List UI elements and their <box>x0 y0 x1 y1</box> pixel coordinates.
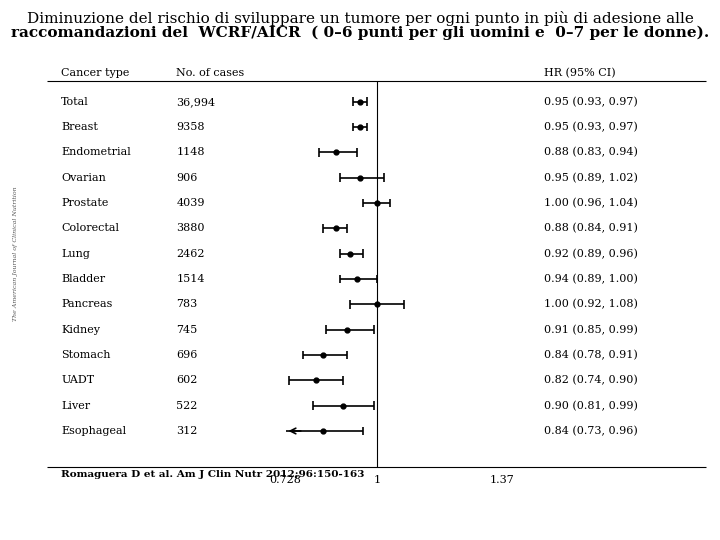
Text: Romaguera D et al. Am J Clin Nutr 2012;96:150-163: Romaguera D et al. Am J Clin Nutr 2012;9… <box>61 470 364 479</box>
Text: raccomandazioni del  WCRF/AICR  ( 0–6 punti per gli uomini e  0–7 per le donne).: raccomandazioni del WCRF/AICR ( 0–6 punt… <box>11 25 709 40</box>
Text: 522: 522 <box>176 401 198 410</box>
Text: 0.88 (0.83, 0.94): 0.88 (0.83, 0.94) <box>544 147 637 158</box>
Text: 0.95 (0.93, 0.97): 0.95 (0.93, 0.97) <box>544 122 637 132</box>
Text: No. of cases: No. of cases <box>176 68 245 78</box>
Text: 3880: 3880 <box>176 224 205 233</box>
Text: The American Journal of Clinical Nutrition: The American Journal of Clinical Nutriti… <box>14 186 18 321</box>
Text: 602: 602 <box>176 375 198 386</box>
Text: Bladder: Bladder <box>61 274 105 284</box>
Text: Pancreas: Pancreas <box>61 299 112 309</box>
Text: Esophageal: Esophageal <box>61 426 126 436</box>
Text: 312: 312 <box>176 426 198 436</box>
Text: Breast: Breast <box>61 122 98 132</box>
Text: 0.82 (0.74, 0.90): 0.82 (0.74, 0.90) <box>544 375 637 386</box>
Text: 745: 745 <box>176 325 198 335</box>
Text: 783: 783 <box>176 299 198 309</box>
Text: Cancer type: Cancer type <box>61 68 130 78</box>
Text: 0.728: 0.728 <box>269 475 301 485</box>
Text: 0.95 (0.93, 0.97): 0.95 (0.93, 0.97) <box>544 97 637 107</box>
Text: Stomach: Stomach <box>61 350 111 360</box>
Text: 696: 696 <box>176 350 198 360</box>
Text: 0.95 (0.89, 1.02): 0.95 (0.89, 1.02) <box>544 173 637 183</box>
Text: HR (95% CI): HR (95% CI) <box>544 68 615 78</box>
Text: 0.90 (0.81, 0.99): 0.90 (0.81, 0.99) <box>544 401 637 411</box>
Text: 0.84 (0.73, 0.96): 0.84 (0.73, 0.96) <box>544 426 637 436</box>
Text: 0.92 (0.89, 0.96): 0.92 (0.89, 0.96) <box>544 248 637 259</box>
Text: 0.91 (0.85, 0.99): 0.91 (0.85, 0.99) <box>544 325 637 335</box>
Text: 2462: 2462 <box>176 249 205 259</box>
Text: 1.00 (0.96, 1.04): 1.00 (0.96, 1.04) <box>544 198 637 208</box>
Text: Diminuzione del rischio di sviluppare un tumore per ogni punto in più di adesion: Diminuzione del rischio di sviluppare un… <box>27 11 693 26</box>
Text: 1: 1 <box>374 475 381 485</box>
Text: Liver: Liver <box>61 401 90 410</box>
Text: 1148: 1148 <box>176 147 205 158</box>
Text: Kidney: Kidney <box>61 325 100 335</box>
Text: Total: Total <box>61 97 89 107</box>
Text: Lung: Lung <box>61 249 90 259</box>
Text: 9358: 9358 <box>176 122 205 132</box>
Text: 36,994: 36,994 <box>176 97 215 107</box>
Text: 0.88 (0.84, 0.91): 0.88 (0.84, 0.91) <box>544 223 637 234</box>
Text: 1.37: 1.37 <box>490 475 515 485</box>
Text: 0.94 (0.89, 1.00): 0.94 (0.89, 1.00) <box>544 274 637 284</box>
Text: 0.84 (0.78, 0.91): 0.84 (0.78, 0.91) <box>544 350 637 360</box>
Text: Ovarian: Ovarian <box>61 173 106 183</box>
Text: 906: 906 <box>176 173 198 183</box>
Text: 1.00 (0.92, 1.08): 1.00 (0.92, 1.08) <box>544 299 637 309</box>
Text: 4039: 4039 <box>176 198 205 208</box>
Text: Endometrial: Endometrial <box>61 147 131 158</box>
Text: 1514: 1514 <box>176 274 205 284</box>
Text: Prostate: Prostate <box>61 198 109 208</box>
Text: Colorectal: Colorectal <box>61 224 120 233</box>
Text: UADT: UADT <box>61 375 94 386</box>
